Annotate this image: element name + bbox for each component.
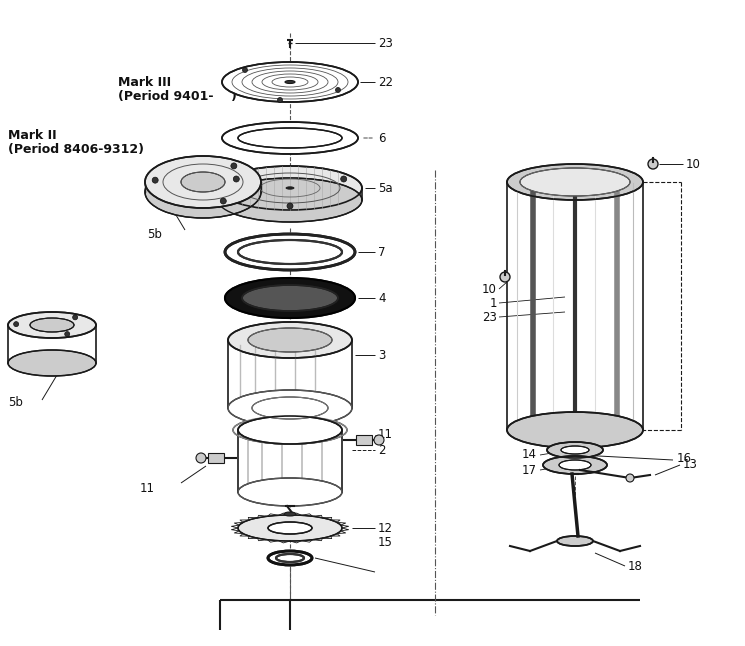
Circle shape <box>626 474 634 482</box>
Ellipse shape <box>222 122 358 154</box>
Text: (Period 9401-    ): (Period 9401- ) <box>118 90 237 103</box>
Ellipse shape <box>547 442 603 458</box>
Text: 16: 16 <box>677 452 692 466</box>
Circle shape <box>500 272 510 282</box>
Circle shape <box>374 435 384 445</box>
Ellipse shape <box>559 460 591 470</box>
Ellipse shape <box>228 390 352 426</box>
Circle shape <box>648 159 658 169</box>
Text: 14: 14 <box>522 448 537 461</box>
Circle shape <box>335 87 340 92</box>
Ellipse shape <box>233 416 347 444</box>
Text: 5b: 5b <box>148 227 162 240</box>
Text: 10: 10 <box>482 282 497 295</box>
Text: 12: 12 <box>378 521 393 534</box>
Ellipse shape <box>276 554 304 562</box>
Ellipse shape <box>284 512 296 516</box>
Circle shape <box>73 315 77 320</box>
Text: 22: 22 <box>378 76 393 89</box>
Ellipse shape <box>238 128 342 148</box>
Circle shape <box>243 67 247 72</box>
Text: 5a: 5a <box>378 182 393 194</box>
Text: (Period 8406-9312): (Period 8406-9312) <box>8 143 144 156</box>
Text: 15: 15 <box>378 536 393 548</box>
Ellipse shape <box>8 312 96 338</box>
Circle shape <box>152 177 158 183</box>
Text: 11: 11 <box>140 481 155 494</box>
Ellipse shape <box>507 412 643 448</box>
Circle shape <box>277 98 282 103</box>
Ellipse shape <box>520 168 630 196</box>
Ellipse shape <box>561 446 589 454</box>
Ellipse shape <box>238 240 342 264</box>
Text: 5b: 5b <box>8 397 23 410</box>
Ellipse shape <box>268 551 312 565</box>
Circle shape <box>287 203 293 209</box>
Ellipse shape <box>225 278 355 318</box>
Bar <box>208 453 224 463</box>
Circle shape <box>65 331 70 337</box>
Text: Mark II: Mark II <box>8 129 57 141</box>
Text: 4: 4 <box>378 291 385 304</box>
Text: 23: 23 <box>378 37 393 50</box>
Ellipse shape <box>252 397 328 419</box>
Text: 13: 13 <box>683 457 698 470</box>
Text: Mark III: Mark III <box>118 76 171 89</box>
Ellipse shape <box>181 172 225 192</box>
Ellipse shape <box>145 156 261 208</box>
Ellipse shape <box>285 81 295 83</box>
Text: 1: 1 <box>489 297 497 309</box>
Circle shape <box>13 322 19 327</box>
Ellipse shape <box>145 166 261 218</box>
Text: 18: 18 <box>628 559 643 572</box>
Ellipse shape <box>543 456 607 474</box>
Ellipse shape <box>238 478 342 506</box>
Ellipse shape <box>8 350 96 376</box>
Ellipse shape <box>238 416 342 444</box>
Text: 11: 11 <box>378 428 393 441</box>
Ellipse shape <box>218 178 362 222</box>
Text: 7: 7 <box>378 245 385 258</box>
Ellipse shape <box>238 515 342 541</box>
Circle shape <box>231 163 237 169</box>
Text: 17: 17 <box>522 463 537 477</box>
Circle shape <box>233 176 239 182</box>
Ellipse shape <box>218 166 362 210</box>
Ellipse shape <box>557 536 593 546</box>
Ellipse shape <box>268 522 312 534</box>
Ellipse shape <box>30 318 74 332</box>
Ellipse shape <box>222 62 358 102</box>
Ellipse shape <box>225 234 355 270</box>
Ellipse shape <box>507 164 643 200</box>
Text: 2: 2 <box>378 444 385 457</box>
Ellipse shape <box>228 322 352 358</box>
Ellipse shape <box>248 328 332 352</box>
Ellipse shape <box>286 187 294 189</box>
Circle shape <box>196 453 206 463</box>
Circle shape <box>221 198 226 204</box>
Circle shape <box>340 176 346 182</box>
Text: 23: 23 <box>482 311 497 324</box>
Text: 6: 6 <box>378 132 385 145</box>
Bar <box>356 435 372 445</box>
Text: 3: 3 <box>378 348 385 362</box>
Text: 10: 10 <box>686 158 701 171</box>
Ellipse shape <box>242 285 338 311</box>
